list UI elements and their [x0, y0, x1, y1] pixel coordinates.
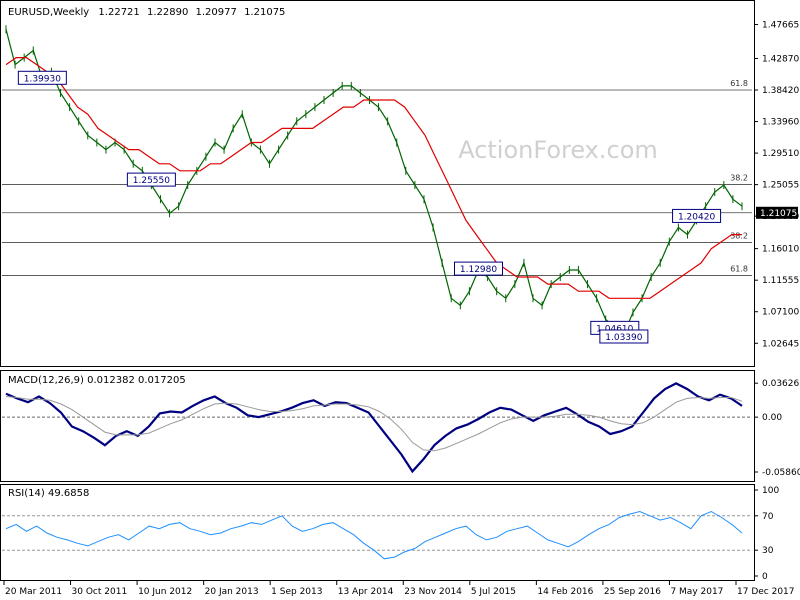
macd-panel-title: MACD(12,26,9) 0.012382 0.017205 [8, 375, 186, 386]
price-y-tick-label: 1.07100 [762, 308, 799, 318]
rsi-y-tick-label: 30 [762, 546, 774, 556]
x-tick-label: 20 Jan 2013 [205, 587, 259, 597]
price-y-tick-label: 1.25055 [762, 181, 799, 191]
price-annotation: 1.12980 [453, 261, 503, 276]
macd-y-tick-label: -0.058606 [762, 468, 800, 478]
annotation-box [672, 208, 722, 223]
annotation-label: 1.04610 [596, 324, 633, 334]
annotation-label: 1.25550 [133, 176, 170, 186]
rsi-panel-title: RSI(14) 49.6858 [8, 488, 89, 499]
price-y-tick-label: 1.29510 [762, 149, 799, 159]
rsi-panel-frame [0, 484, 755, 581]
x-tick-label: 30 Oct 2011 [72, 587, 128, 597]
x-tick-label: 10 Jun 2012 [138, 587, 192, 597]
rsi-plot [2, 510, 752, 560]
price-y-tick-label: 1.42870 [762, 54, 799, 64]
rsi-y-tick-label: 100 [762, 486, 779, 496]
level-label: 38.2 [730, 232, 748, 241]
x-tick-label: 7 May 2017 [670, 587, 723, 597]
current-price-label: 1.21075 [760, 209, 797, 219]
level-label: 61.8 [730, 265, 748, 274]
macd-y-tick-label: 0.00 [762, 413, 782, 423]
x-tick-label: 13 Apr 2014 [338, 587, 394, 597]
annotation-label: 1.12980 [460, 265, 497, 275]
axes: 1.47665 1.42870 1.38420 1.33960 1.29510 1.250… [3, 21, 800, 597]
low-readout: 1.20977 [196, 7, 237, 18]
moving-average-line [5, 57, 742, 299]
annotation-label: 1.03390 [605, 333, 642, 343]
price-y-tick-label: 1.38420 [762, 86, 799, 96]
annotation-box [453, 261, 503, 276]
annotation-label: 1.39930 [24, 74, 61, 84]
price-panel-frame [0, 0, 755, 367]
macd-signal-line [5, 396, 743, 452]
x-tick-label: 23 Nov 2014 [404, 587, 462, 597]
price-plot: 61.8 38.2 38.2 61.8 1.39930 1.20420 1.04610 1.1… [2, 25, 752, 344]
macd-y-tick-label: 0.036263 [762, 379, 800, 389]
price-annotation: 1.20420 [672, 208, 722, 223]
watermark: ActionForex.com [458, 136, 658, 164]
x-tick-label: 17 Dec 2017 [737, 587, 795, 597]
price-y-tick-label: 1.47665 [762, 21, 799, 31]
annotation-box [126, 172, 176, 187]
x-tick-label: 25 Sep 2016 [604, 587, 661, 597]
macd-panel-frame [0, 370, 755, 482]
x-tick-label: 5 Jul 2015 [471, 587, 516, 597]
annotation-label: 1.20420 [678, 212, 715, 222]
annotation-box [17, 70, 67, 85]
price-y-tick-label: 1.33960 [762, 118, 799, 128]
current-price-box [756, 206, 798, 219]
rsi-y-tick-label: 0 [762, 572, 768, 582]
macd-plot [2, 382, 752, 474]
annotation-box [599, 329, 649, 344]
x-tick-label: 14 Feb 2016 [537, 587, 593, 597]
close-readout: 1.21075 [244, 7, 285, 18]
price-y-tick-label: 1.16010 [762, 245, 799, 255]
price-annotation: 1.25550 [126, 172, 176, 187]
price-y-tick-label: 1.02645 [762, 339, 799, 349]
price-y-tick-label: 1.11555 [762, 276, 799, 286]
level-label: 38.2 [730, 174, 748, 183]
price-panel-title: EURUSD,Weekly 1.22721 1.22890 1.20977 1.… [8, 7, 285, 18]
x-tick-label: 20 Mar 2011 [5, 587, 62, 597]
open-readout: 1.22721 [98, 7, 139, 18]
symbol-title: EURUSD,Weekly [8, 7, 89, 18]
high-readout: 1.22890 [147, 7, 188, 18]
rsi-y-tick-label: 70 [762, 512, 774, 522]
level-label: 61.8 [730, 79, 748, 88]
x-tick-label: 1 Sep 2013 [271, 587, 322, 597]
macd-main-line [5, 382, 743, 474]
price-annotation: 1.03390 [599, 329, 649, 344]
price-annotation: 1.39930 [17, 70, 67, 85]
rsi-line [5, 510, 743, 560]
